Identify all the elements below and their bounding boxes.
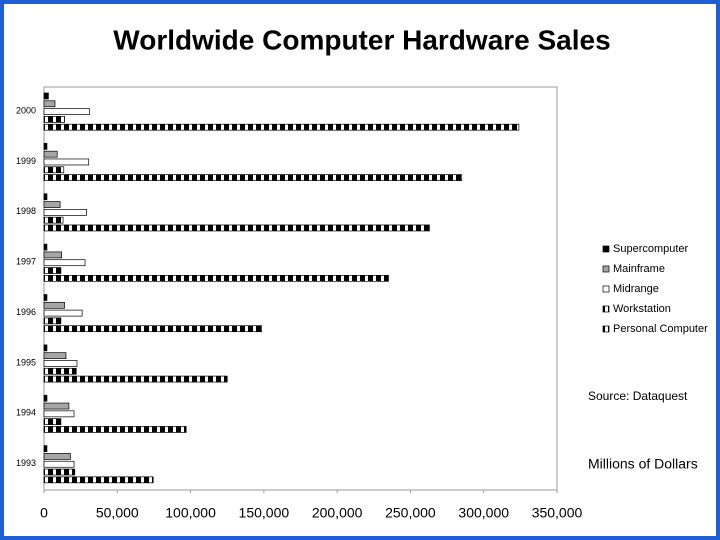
legend-label: Workstation [613,303,671,315]
bar [43,201,61,208]
y-tick-label: 1993 [16,458,36,468]
bar [43,460,75,468]
bar [43,301,65,309]
source-note: Source: Dataquest [588,389,688,403]
bar [43,143,48,150]
bar [43,251,62,259]
y-tick-label: 1995 [16,357,36,367]
plot-area [43,86,558,491]
legend-label: Supercomputer [613,243,689,255]
bar [43,317,62,325]
bar [43,402,70,410]
y-tick-label: 1997 [16,257,36,267]
y-tick-label: 1999 [16,156,36,166]
bar [43,224,430,232]
bar [43,352,67,360]
x-tick-label: 100,000 [165,505,216,521]
bar [43,158,90,166]
bar [43,375,228,383]
bar [43,259,86,267]
bar [43,453,71,460]
bar [43,209,87,216]
bar [43,92,49,100]
bar [43,150,58,158]
y-tick-label: 1996 [16,307,36,317]
bar [43,116,65,123]
legend-label: Personal Computer [613,323,708,335]
bar [43,394,48,402]
y-tick-label: 1998 [16,206,36,216]
bar [43,267,62,274]
bar [43,360,78,367]
x-tick-label: 50,000 [96,505,139,521]
bar [43,108,90,115]
bar [43,410,75,418]
unit-label: Millions of Dollars [588,456,698,472]
bar [43,418,62,425]
bar [43,166,65,174]
bar [43,325,263,333]
bar [43,100,56,108]
chart-title: Worldwide Computer Hardware Sales [113,24,610,55]
legend-swatch [602,305,610,313]
bar [43,294,48,301]
x-tick-label: 0 [40,505,48,521]
bar [43,309,83,317]
bar [43,274,389,282]
bar [43,445,48,452]
legend-swatch [602,325,610,333]
y-tick-label: 1994 [16,408,36,418]
x-tick-label: 150,000 [239,505,290,521]
legend-label: Midrange [613,283,659,295]
bar [43,243,48,251]
bar [43,174,463,181]
bar [43,216,64,224]
legend-swatch [602,285,610,293]
legend-swatch [602,245,610,253]
y-tick-label: 2000 [16,105,36,115]
bar [43,468,76,476]
x-tick-label: 200,000 [312,505,363,521]
legend-swatch [602,265,610,273]
bar [43,476,154,484]
bar [43,193,48,201]
bar [43,426,187,433]
x-tick-label: 350,000 [532,505,583,521]
bar [43,123,520,131]
bar [43,367,77,375]
x-tick-label: 250,000 [385,505,436,521]
bar [43,344,48,352]
x-tick-label: 300,000 [458,505,509,521]
legend-label: Mainframe [613,263,665,275]
